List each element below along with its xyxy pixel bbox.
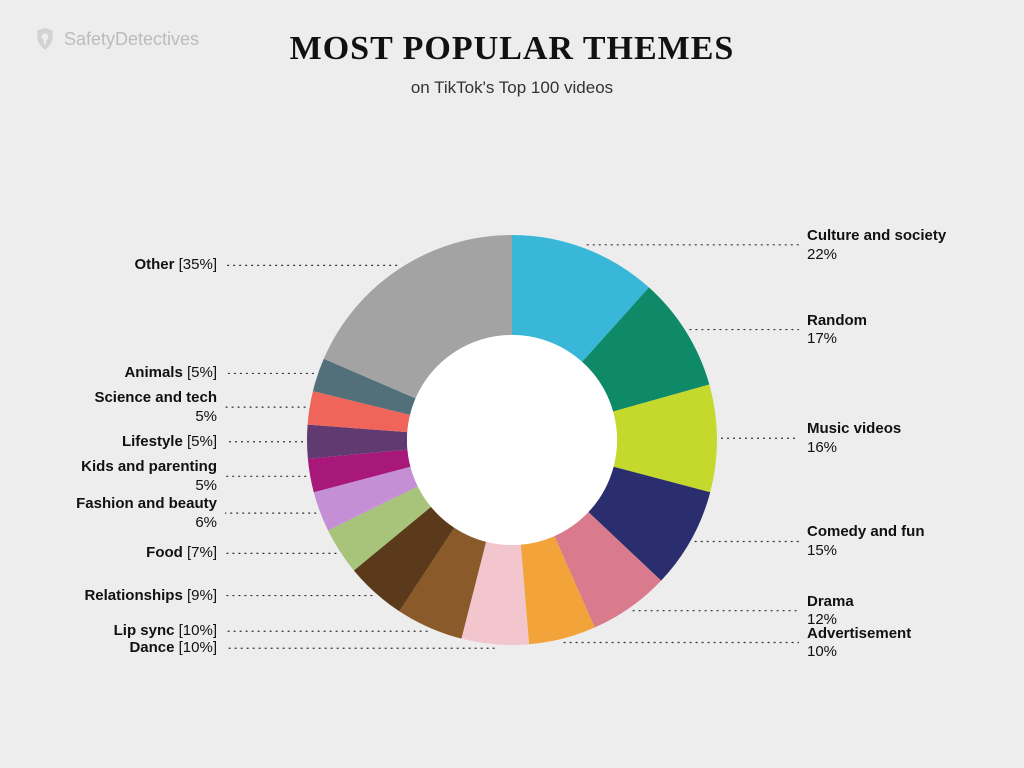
- chart-title: MOST POPULAR THEMES: [0, 30, 1024, 68]
- label-animals: Animals [5%]: [124, 364, 217, 383]
- label-relationships: Relationships [9%]: [84, 587, 217, 606]
- label-culture-and-society: Culture and society22%: [807, 227, 946, 265]
- chart-subtitle: on TikTok's Top 100 videos: [0, 78, 1024, 98]
- label-advertisement: Advertisement10%: [807, 625, 911, 663]
- label-dance: Dance [10%]: [129, 639, 217, 658]
- label-kids-and-parenting: Kids and parenting5%: [81, 458, 217, 496]
- donut-chart: Culture and society22% Random17% Music vid…: [0, 130, 1024, 750]
- label-other: Other [35%]: [134, 256, 217, 275]
- label-lip-sync: Lip sync [10%]: [114, 622, 217, 641]
- label-fashion-and-beauty: Fashion and beauty6%: [76, 495, 217, 533]
- label-random: Random17%: [807, 312, 867, 350]
- label-comedy-and-fun: Comedy and fun15%: [807, 523, 925, 561]
- label-lifestyle: Lifestyle [5%]: [122, 433, 217, 452]
- label-food: Food [7%]: [146, 544, 217, 563]
- label-science-and-tech: Science and tech5%: [94, 389, 217, 427]
- label-music-videos: Music videos16%: [807, 420, 901, 458]
